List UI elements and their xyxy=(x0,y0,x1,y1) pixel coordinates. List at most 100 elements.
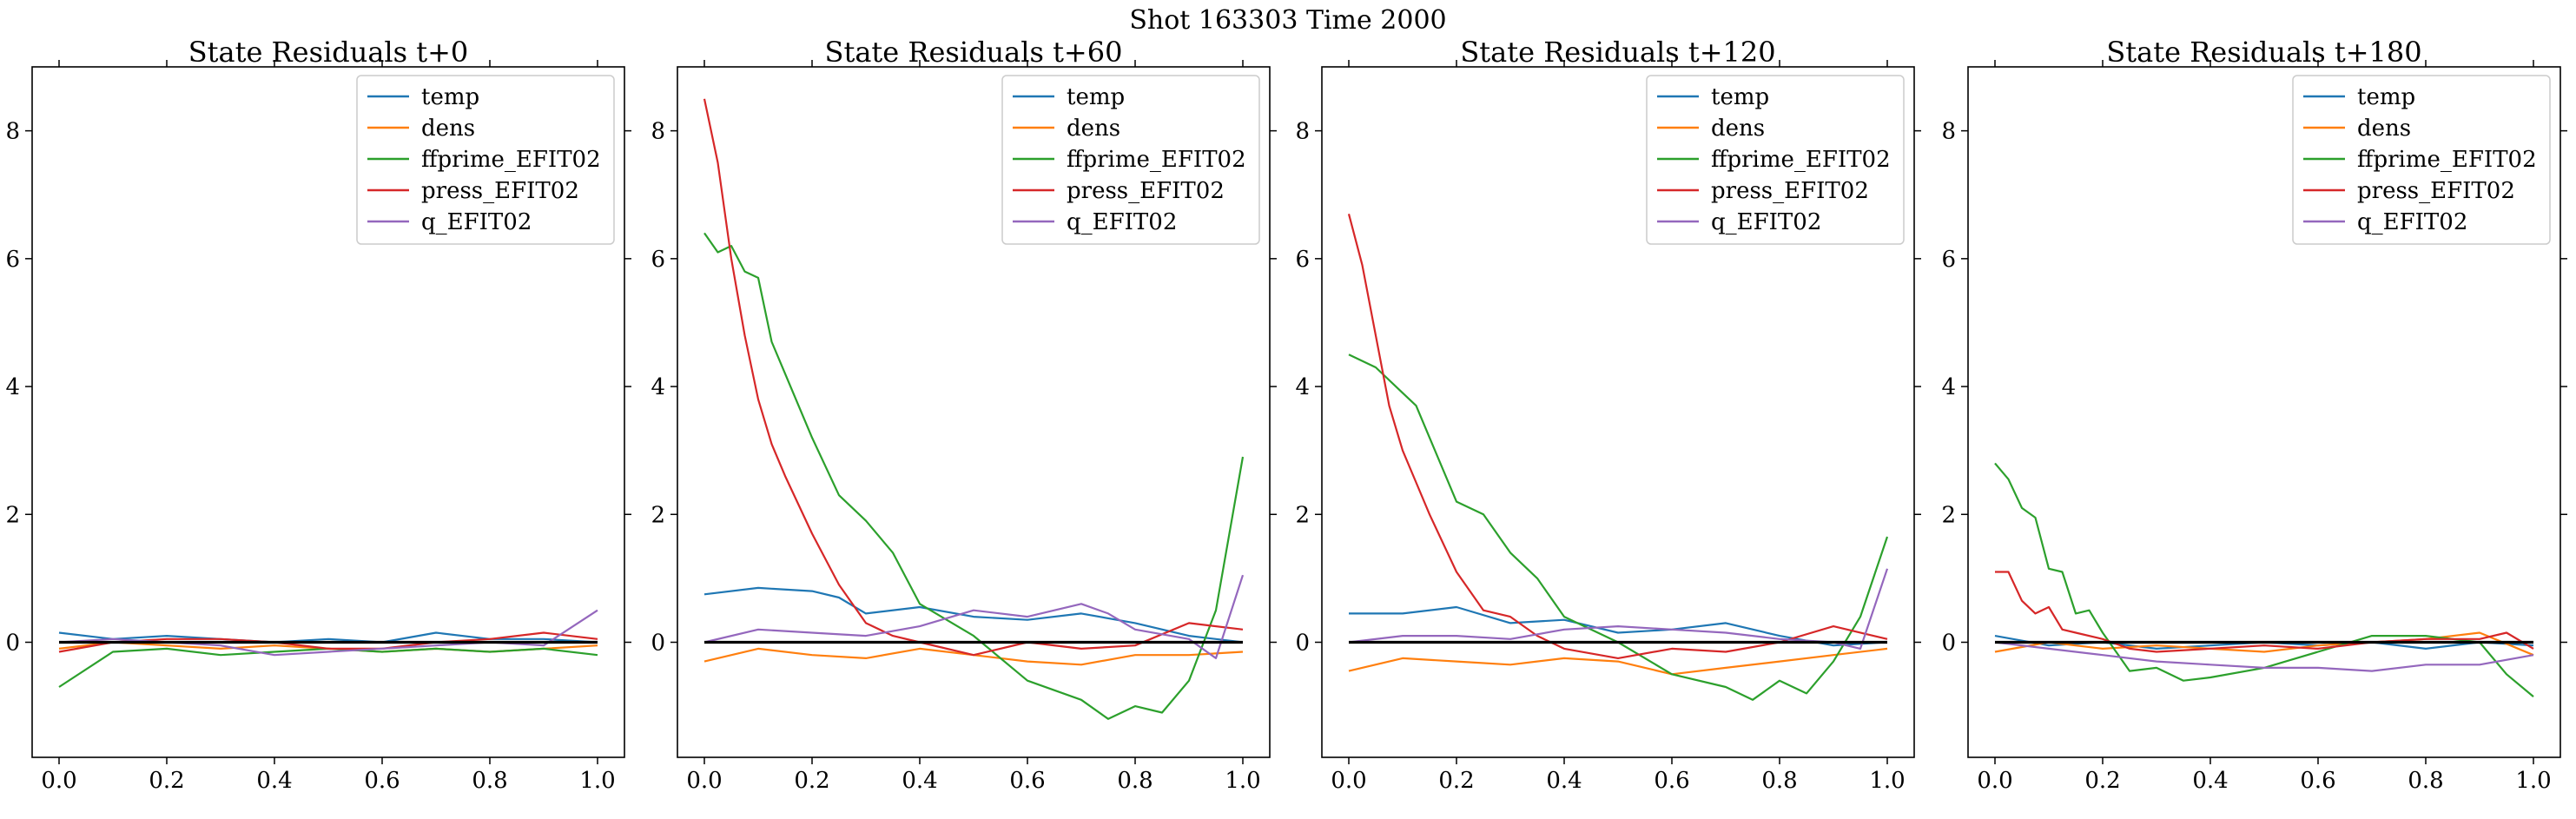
x-tick-label: 0.6 xyxy=(1009,768,1045,794)
panel-title: State Residuals t+120 xyxy=(1460,36,1775,69)
y-tick-label: 0 xyxy=(5,631,20,657)
series-line-ffprime_EFIT02 xyxy=(1348,353,1889,701)
legend-label: press_EFIT02 xyxy=(1067,178,1225,204)
legend-label: dens xyxy=(1711,116,1765,142)
legend-label: dens xyxy=(421,116,475,142)
series-line-press_EFIT02 xyxy=(58,631,598,653)
x-tick-label: 0.8 xyxy=(2408,768,2443,794)
legend-label: ffprime_EFIT02 xyxy=(421,147,601,173)
panel-2: State Residuals t+120 0.0 0.2 0.4 0.6 0.8 1.0 0… xyxy=(1295,36,1921,794)
y-tick-label: 6 xyxy=(5,247,20,273)
legend: temp dens ffprime_EFIT02 press_EFIT02 q_EFIT… xyxy=(1001,75,1260,245)
series-line-press_EFIT02 xyxy=(1347,214,1888,660)
series-line-ffprime_EFIT02 xyxy=(1994,462,2534,697)
legend-label: ffprime_EFIT02 xyxy=(2357,147,2537,173)
axes-frame xyxy=(31,66,625,758)
series-line-temp xyxy=(703,586,1244,644)
y-tick-label: 8 xyxy=(1295,119,1310,145)
x-tick-label: 1.0 xyxy=(2515,768,2551,794)
legend-box xyxy=(2292,75,2551,245)
x-tick-label: 1.0 xyxy=(579,768,615,794)
x-tick-label: 0.8 xyxy=(472,768,507,794)
x-tick-label: 0.2 xyxy=(794,768,829,794)
x-tick-label: 0.8 xyxy=(1761,768,1797,794)
y-tick-label: 0 xyxy=(651,631,665,657)
legend-label: q_EFIT02 xyxy=(1067,209,1177,235)
legend-label: temp xyxy=(1067,84,1125,110)
legend-label: temp xyxy=(421,84,479,110)
series-line-dens xyxy=(1994,631,2534,657)
legend-label: press_EFIT02 xyxy=(1711,178,1869,204)
legend-label: ffprime_EFIT02 xyxy=(1711,147,1891,173)
x-tick-label: 0.2 xyxy=(1438,768,1474,794)
y-tick-label: 4 xyxy=(1941,374,1956,400)
x-tick-label: 0.4 xyxy=(902,768,937,794)
y-tick-label: 6 xyxy=(1295,247,1310,273)
y-tick-label: 8 xyxy=(5,119,20,145)
legend: temp dens ffprime_EFIT02 press_EFIT02 q_EFIT… xyxy=(356,75,615,245)
legend-label: temp xyxy=(1711,84,1769,110)
series-line-press_EFIT02 xyxy=(1995,571,2534,653)
y-tick-label: 4 xyxy=(5,374,20,400)
x-tick-label: 0.6 xyxy=(1654,768,1689,794)
y-tick-label: 0 xyxy=(1295,631,1310,657)
panel-title: State Residuals t+180 xyxy=(2106,36,2421,69)
series-line-press_EFIT02 xyxy=(703,98,1244,657)
axes-frame xyxy=(1321,66,1915,758)
y-tick-label: 2 xyxy=(5,502,20,528)
series-line-temp xyxy=(1349,605,1888,647)
legend: temp dens ffprime_EFIT02 press_EFIT02 q_EFIT… xyxy=(2292,75,2551,245)
legend-label: dens xyxy=(2357,116,2411,142)
y-tick-label: 4 xyxy=(1295,374,1310,400)
x-tick-label: 0.0 xyxy=(41,768,76,794)
panel-title: State Residuals t+60 xyxy=(825,36,1123,69)
panel-3: State Residuals t+180 0.0 0.2 0.4 0.6 0.8 1.0 0… xyxy=(1941,36,2567,794)
legend-box xyxy=(1001,75,1260,245)
y-tick-label: 8 xyxy=(1941,119,1956,145)
x-tick-label: 1.0 xyxy=(1225,768,1260,794)
axes-frame xyxy=(677,66,1271,758)
x-tick-label: 0.0 xyxy=(1977,768,2012,794)
x-tick-label: 0.4 xyxy=(1546,768,1582,794)
legend-box xyxy=(356,75,615,245)
legend-label: q_EFIT02 xyxy=(1711,209,1821,235)
y-tick-label: 0 xyxy=(1941,631,1956,657)
legend-label: q_EFIT02 xyxy=(2357,209,2467,235)
series-line-ffprime_EFIT02 xyxy=(703,232,1245,720)
x-tick-label: 0.0 xyxy=(686,768,722,794)
x-tick-label: 0.0 xyxy=(1331,768,1366,794)
x-tick-label: 0.4 xyxy=(2192,768,2228,794)
x-tick-label: 1.0 xyxy=(1869,768,1905,794)
legend-box xyxy=(1646,75,1905,245)
x-tick-label: 0.2 xyxy=(149,768,184,794)
series-lines xyxy=(703,98,1245,720)
x-tick-label: 0.6 xyxy=(2300,768,2335,794)
legend-label: press_EFIT02 xyxy=(421,178,579,204)
x-tick-label: 0.8 xyxy=(1117,768,1153,794)
series-line-q_EFIT02 xyxy=(703,574,1245,660)
figure-suptitle: Shot 163303 Time 2000 xyxy=(1129,5,1446,36)
legend-label: ffprime_EFIT02 xyxy=(1067,147,1246,173)
x-tick-label: 0.2 xyxy=(2084,768,2120,794)
legend-label: q_EFIT02 xyxy=(421,209,532,235)
y-tick-label: 6 xyxy=(651,247,665,273)
legend-label: press_EFIT02 xyxy=(2357,178,2515,204)
y-tick-label: 2 xyxy=(651,502,665,528)
x-tick-label: 0.6 xyxy=(364,768,400,794)
legend-label: dens xyxy=(1067,116,1120,142)
y-tick-label: 6 xyxy=(1941,247,1956,273)
x-tick-label: 0.4 xyxy=(256,768,292,794)
legend-label: temp xyxy=(2357,84,2415,110)
y-tick-label: 8 xyxy=(651,119,665,145)
panel-1: State Residuals t+60 0.0 0.2 0.4 0.6 0.8 1.0 0 2… xyxy=(651,36,1277,794)
panel-title: State Residuals t+0 xyxy=(188,36,469,69)
axes-frame xyxy=(1967,66,2561,758)
series-line-dens xyxy=(1348,647,1888,676)
series-lines xyxy=(1347,214,1889,701)
panel-0: State Residuals t+0 0.0 0.2 0.4 0.6 0.8 1.0 0 2 4… xyxy=(5,36,631,794)
series-line-q_EFIT02 xyxy=(1994,641,2534,672)
series-line-temp xyxy=(58,631,598,644)
panels: State Residuals t+0 0.0 0.2 0.4 0.6 0.8 1.0 0 2 4… xyxy=(5,36,2567,794)
y-tick-label: 2 xyxy=(1295,502,1310,528)
